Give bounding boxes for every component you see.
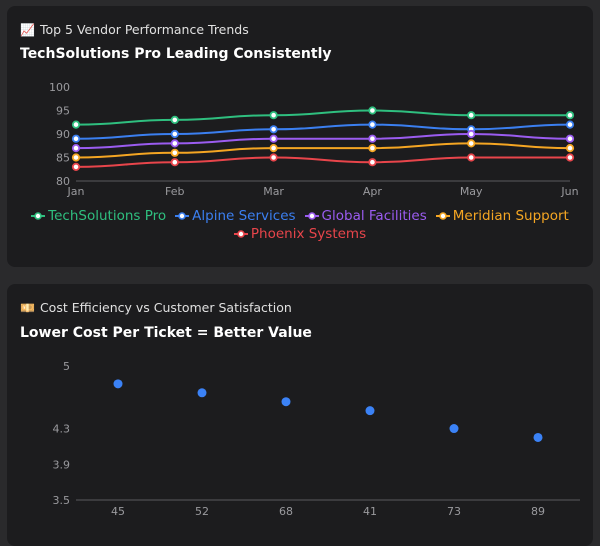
data-point-phoenix-systems (467, 153, 476, 162)
x-tick-label: Feb (165, 185, 184, 198)
cost-efficiency-label-text: Cost Efficiency vs Customer Satisfaction (39, 300, 292, 315)
data-point-meridian-support (368, 144, 377, 153)
data-point-phoenix-systems (565, 153, 575, 162)
data-point-techsolutions-pro (269, 111, 278, 120)
data-point-meridian-support (565, 144, 575, 153)
vendor-trends-line-chart: 80 85 90 95 100 Jan Feb Mar Apr May Jun (49, 81, 579, 198)
data-point-phoenix-systems (269, 153, 278, 162)
y-tick-label: 3.5 (53, 494, 71, 507)
data-point-meridian-support (71, 153, 81, 162)
x-tick-label: Jan (67, 185, 85, 198)
legend-item-techsolutions-pro[interactable]: TechSolutions Pro (31, 208, 166, 224)
data-point-global-facilities (368, 134, 377, 143)
data-point-techsolutions-pro (71, 120, 81, 129)
vendor-trends-label-text: Top 5 Vendor Performance Trends (39, 22, 249, 37)
data-point-alpine-services (368, 120, 377, 129)
data-point-global-facilities (565, 134, 575, 143)
y-tick-label: 90 (56, 128, 70, 141)
vendor-trends-headline: TechSolutions Pro Leading Consistently (20, 46, 332, 62)
chart-increasing-icon: 📈 (20, 22, 35, 37)
legend-item-alpine-services[interactable]: Alpine Services (175, 208, 296, 224)
y-tick-label: 80 (56, 175, 70, 188)
data-point-techsolutions-pro (565, 111, 575, 120)
legend-label: Global Facilities (321, 208, 427, 224)
data-point-global-facilities (269, 134, 278, 143)
vendor-trends-legend: TechSolutions Pro Alpine Services Global F… (7, 208, 593, 242)
legend-marker-icon (304, 212, 319, 220)
series-line-meridian-support (75, 142, 571, 159)
series-line-global-facilities (75, 132, 571, 150)
data-point-alpine-services (565, 120, 575, 129)
data-point-meridian-support (170, 148, 179, 157)
data-point-alpine-services (71, 134, 81, 143)
legend-marker-icon (233, 230, 248, 238)
data-point-alpine-services (269, 125, 278, 134)
legend-label: Meridian Support (452, 208, 569, 224)
x-tick-label: May (460, 185, 483, 198)
legend-label: TechSolutions Pro (48, 208, 167, 224)
vendor-trends-label: 📈 Top 5 Vendor Performance Trends (20, 22, 249, 37)
data-point-global-facilities (467, 129, 476, 139)
scatter-point (533, 432, 543, 442)
legend-marker-icon (175, 212, 190, 220)
x-tick-label: 73 (447, 505, 461, 518)
vendor-trends-card: 📈 Top 5 Vendor Performance Trends TechSo… (7, 6, 593, 267)
x-tick-label: 68 (279, 505, 293, 518)
data-point-phoenix-systems (368, 158, 377, 167)
y-tick-label: 85 (56, 152, 70, 165)
legend-item-global-facilities[interactable]: Global Facilities (304, 208, 427, 224)
data-point-meridian-support (467, 139, 476, 148)
data-point-techsolutions-pro (170, 115, 179, 125)
x-tick-label: Mar (263, 185, 284, 198)
y-tick-label: 3.9 (53, 458, 71, 471)
data-point-techsolutions-pro (467, 111, 476, 120)
scatter-point (281, 397, 291, 407)
legend-item-phoenix-systems[interactable]: Phoenix Systems (233, 226, 367, 242)
data-point-meridian-support (269, 144, 278, 153)
x-tick-label: 41 (363, 505, 377, 518)
y-tick-label: 5 (63, 360, 70, 373)
x-tick-label: Apr (363, 185, 383, 198)
scatter-point (113, 379, 123, 389)
series-line-alpine-services (75, 123, 571, 140)
scatter-point (197, 388, 207, 398)
series-line-techsolutions-pro (75, 109, 570, 126)
legend-label: Alpine Services (192, 208, 296, 224)
data-point-global-facilities (170, 139, 179, 148)
data-point-global-facilities (71, 144, 81, 153)
legend-marker-icon (31, 212, 46, 220)
cost-efficiency-card: 💴 Cost Efficiency vs Customer Satisfacti… (7, 284, 593, 546)
x-tick-label: Jun (560, 185, 578, 198)
data-point-phoenix-systems (71, 162, 81, 171)
legend-item-meridian-support[interactable]: Meridian Support (435, 208, 569, 224)
yen-banknote-icon: 💴 (20, 300, 35, 315)
data-point-phoenix-systems (170, 158, 179, 167)
x-tick-label: 45 (111, 505, 125, 518)
y-tick-label: 95 (56, 105, 70, 118)
y-tick-label: 4.3 (53, 423, 71, 436)
data-point-techsolutions-pro (368, 106, 377, 115)
series-line-phoenix-systems (75, 156, 570, 168)
x-tick-label: 89 (531, 505, 545, 518)
cost-efficiency-scatter-chart: 3.5 3.9 4.3 5 45 52 68 41 73 89 (53, 360, 580, 518)
y-tick-label: 100 (49, 81, 70, 94)
scatter-point (449, 424, 459, 434)
cost-efficiency-label: 💴 Cost Efficiency vs Customer Satisfacti… (20, 300, 292, 315)
x-tick-label: 52 (195, 505, 209, 518)
cost-efficiency-headline: Lower Cost Per Ticket = Better Value (20, 325, 312, 341)
legend-label: Phoenix Systems (250, 226, 367, 242)
data-point-alpine-services (170, 129, 179, 139)
legend-marker-icon (435, 212, 450, 220)
scatter-point (365, 406, 375, 416)
